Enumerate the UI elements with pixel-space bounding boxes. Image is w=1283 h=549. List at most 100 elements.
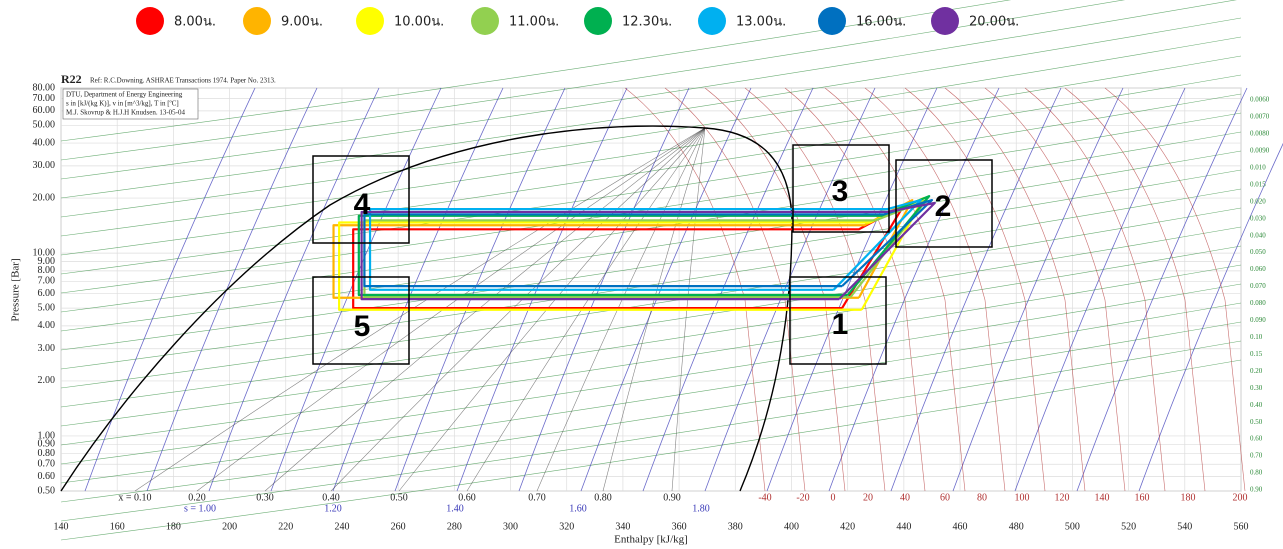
- volume-label: 0.90: [1250, 486, 1263, 494]
- y-tick-label: 0.70: [38, 459, 56, 470]
- y-tick-label: 4.00: [38, 320, 56, 331]
- isotherm: [944, 87, 1086, 492]
- entropy-label: 1.20: [324, 503, 342, 514]
- x-tick-label: 300: [503, 521, 518, 532]
- entropy-label: 1.60: [569, 503, 587, 514]
- isochore: [60, 0, 1126, 161]
- legend-swatch: [818, 7, 846, 35]
- volume-label: 0.030: [1250, 214, 1266, 222]
- entropy-label: 1.40: [446, 503, 464, 514]
- x-tick-label: 160: [110, 521, 125, 532]
- x-tick-label: 240: [334, 521, 349, 532]
- volume-label: 0.70: [1250, 452, 1263, 460]
- quality-label: 0.70: [528, 492, 546, 503]
- entropy-label: 1.80: [692, 503, 710, 514]
- isentrope: [1014, 87, 1186, 492]
- y-tick-label: 0.60: [38, 471, 56, 482]
- x-tick-label: 520: [1121, 521, 1136, 532]
- isotherm: [1024, 87, 1166, 492]
- legend-swatch: [931, 7, 959, 35]
- x-tick-label: 560: [1234, 521, 1249, 532]
- quality-label: 0.80: [594, 492, 612, 503]
- isotherm: [624, 87, 766, 492]
- x-tick-label: 360: [672, 521, 687, 532]
- volume-label: 0.010: [1250, 163, 1266, 171]
- volume-label: 0.080: [1250, 299, 1266, 307]
- cycle-line: [363, 198, 934, 288]
- legend-label: 11.00น.: [509, 15, 559, 30]
- volume-label: 0.15: [1250, 350, 1263, 358]
- legend-label: 8.00น.: [174, 15, 216, 30]
- quality-label: 0.90: [663, 492, 681, 503]
- x-tick-label: 380: [728, 521, 743, 532]
- volume-label: 0.070: [1250, 282, 1266, 290]
- y-tick-label: 9.00: [38, 256, 56, 267]
- isochore: [60, 131, 1242, 313]
- quality-line: [671, 127, 706, 492]
- quality-label: 0.20: [188, 492, 206, 503]
- temperature-label: 20: [863, 492, 873, 503]
- isochore: [60, 359, 1242, 541]
- temperature-label: 80: [977, 492, 987, 503]
- isochore: [60, 150, 1242, 332]
- y-tick-label: 10.00: [33, 247, 56, 258]
- volume-label: 0.30: [1250, 384, 1263, 392]
- isochore: [60, 226, 1242, 408]
- temperature-label: -40: [758, 492, 771, 503]
- chart-subtitle: Ref: R.C.Downing. ASHRAE Transactions 19…: [90, 77, 276, 85]
- legend-label: 16.00น.: [856, 15, 906, 30]
- y-tick-label: 20.00: [33, 192, 56, 203]
- cycle-line: [352, 204, 905, 310]
- y-tick-label: 0.80: [38, 448, 56, 459]
- isochore: [60, 74, 1242, 256]
- quality-label: 0.30: [256, 492, 274, 503]
- quality-line: [536, 127, 706, 492]
- quality-line: [602, 127, 706, 492]
- temperature-label: 120: [1055, 492, 1070, 503]
- volume-label: 0.0080: [1250, 130, 1270, 138]
- legend-label: 9.00น.: [281, 15, 323, 30]
- y-tick-label: 3.00: [38, 343, 56, 354]
- legend-swatch: [471, 7, 499, 35]
- x-tick-label: 400: [784, 521, 799, 532]
- info-line: DTU, Department of Energy Engineering: [66, 91, 183, 99]
- cycle-line: [357, 195, 931, 297]
- x-tick-label: 540: [1177, 521, 1192, 532]
- x-tick-label: 440: [896, 521, 911, 532]
- temperature-label: 40: [900, 492, 910, 503]
- cycle-line: [368, 198, 922, 291]
- temperature-label: 0: [831, 492, 836, 503]
- quality-line: [398, 127, 706, 492]
- state-label: 4: [354, 188, 371, 221]
- y-tick-label: 30.00: [33, 160, 56, 171]
- isochore: [60, 340, 1242, 522]
- isotherm: [1064, 87, 1206, 492]
- isochore: [60, 302, 1242, 484]
- y-tick-label: 1.00: [38, 430, 56, 441]
- temperature-label: 100: [1015, 492, 1030, 503]
- volume-label: 0.015: [1250, 180, 1266, 188]
- legend-swatch: [243, 7, 271, 35]
- volume-label: 0.0070: [1250, 113, 1270, 121]
- state-label: 2: [935, 190, 952, 223]
- volume-label: 0.40: [1250, 401, 1263, 409]
- y-tick-label: 0.50: [38, 485, 56, 496]
- state-box: [895, 159, 993, 248]
- quality-label: 0.50: [390, 492, 408, 503]
- isochore: [60, 321, 1242, 503]
- temperature-label: 60: [940, 492, 950, 503]
- y-tick-label: 70.00: [33, 93, 56, 104]
- temperature-label: 180: [1181, 492, 1196, 503]
- x-tick-label: 180: [166, 521, 181, 532]
- isotherm: [984, 87, 1126, 492]
- y-tick-label: 2.00: [38, 375, 56, 386]
- x-tick-label: 460: [953, 521, 968, 532]
- volume-label: 0.090: [1250, 316, 1266, 324]
- legend-label: 20.00น.: [969, 15, 1019, 30]
- isentrope: [828, 87, 1000, 492]
- legend-label: 12.30น.: [622, 15, 672, 30]
- state-box: [312, 276, 410, 365]
- y-tick-label: 80.00: [33, 82, 56, 93]
- x-tick-label: 280: [447, 521, 462, 532]
